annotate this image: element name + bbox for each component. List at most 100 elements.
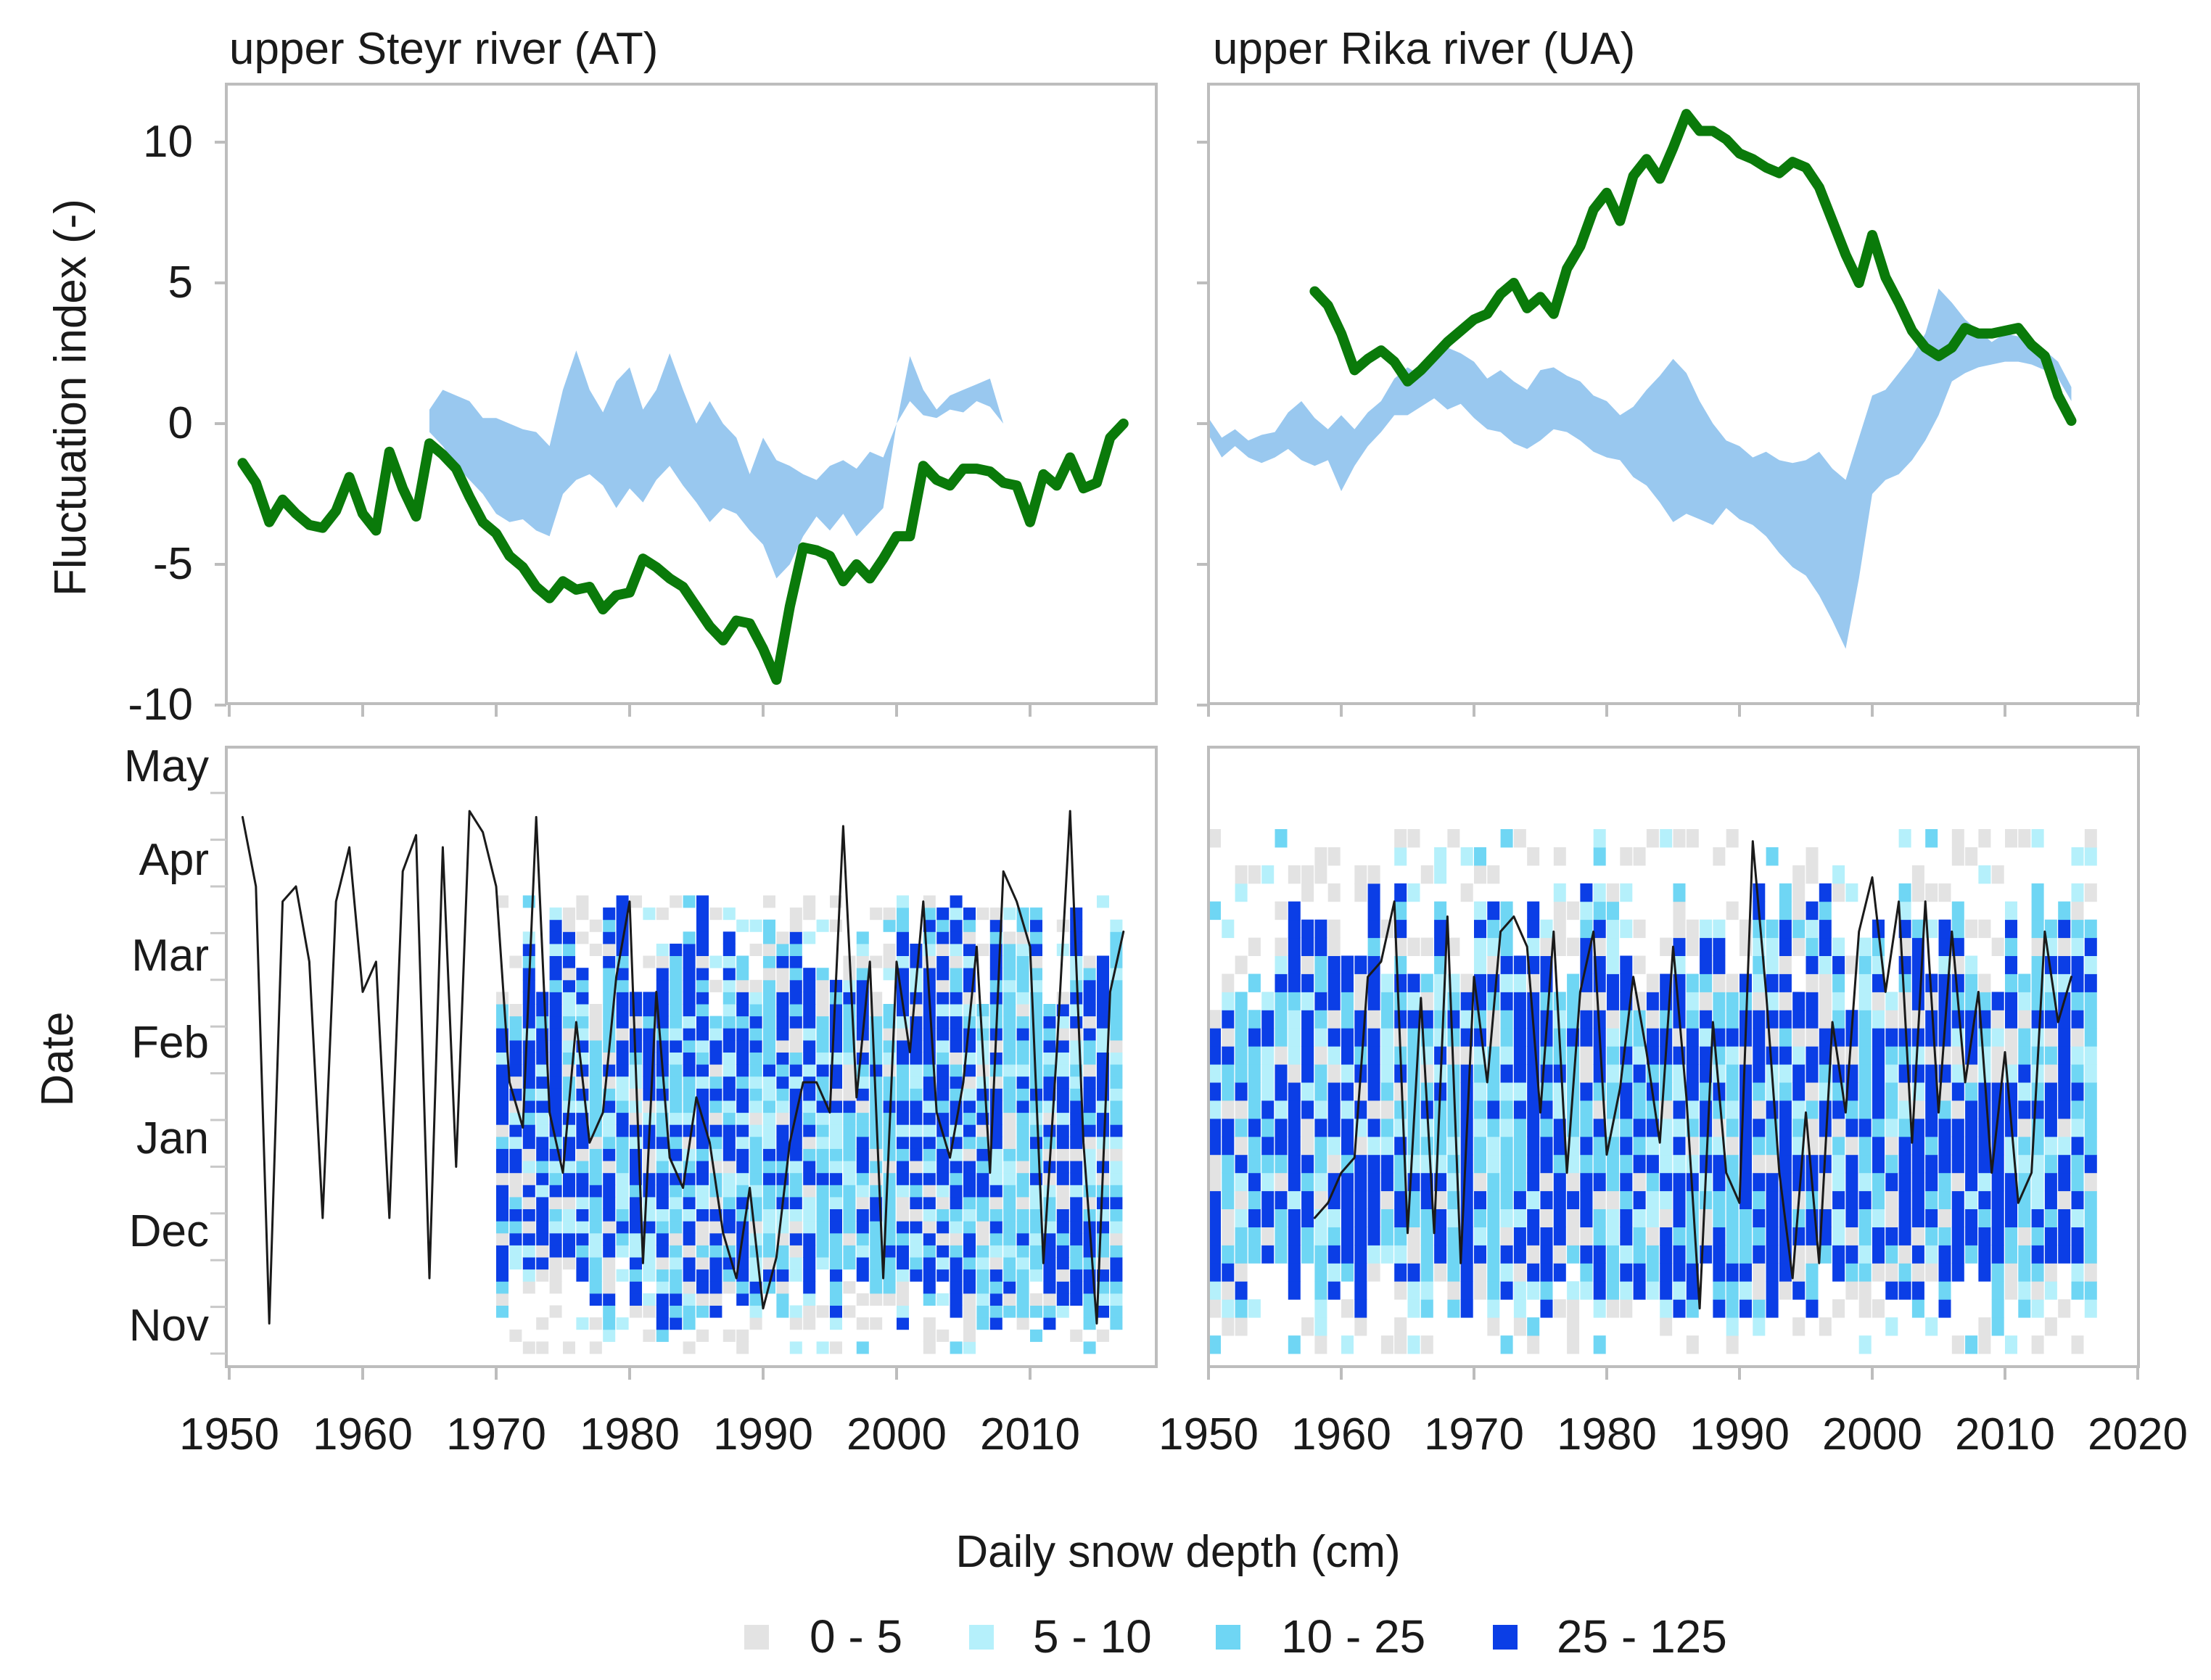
snow-depth-cell [603, 955, 616, 968]
snow-depth-cell [1700, 919, 1713, 939]
snow-depth-cell [1327, 1100, 1341, 1119]
snow-depth-cell [1806, 901, 1819, 921]
snow-depth-cell [950, 1161, 963, 1174]
snow-depth-cell [1394, 1317, 1407, 1336]
snow-depth-cell [1513, 829, 1526, 848]
snow-depth-cell [1003, 1245, 1016, 1258]
snow-depth-cell [1646, 1136, 1659, 1156]
snow-depth-cell [1030, 1028, 1042, 1041]
snow-depth-cell [736, 1028, 749, 1041]
snow-depth-cell [1567, 1172, 1580, 1192]
snow-depth-cell [522, 1232, 535, 1245]
snow-depth-cell [1301, 937, 1314, 956]
snow-depth-cell [509, 1329, 522, 1342]
snow-depth-cell [1030, 1148, 1042, 1161]
snow-depth-cell [1858, 1136, 1872, 1156]
snow-depth-cell [1097, 1088, 1109, 1101]
snow-depth-cell [870, 955, 883, 968]
snow-depth-cell [496, 1269, 509, 1282]
snow-depth-cell [1110, 1136, 1123, 1149]
snow-depth-cell [963, 1028, 976, 1041]
snow-depth-cell [1367, 1118, 1380, 1137]
snow-depth-cell [1474, 1172, 1486, 1192]
snow-depth-cell [603, 1269, 616, 1282]
snow-depth-cell [576, 1148, 589, 1161]
snow-depth-cell [1819, 1190, 1832, 1209]
snow-depth-cell [816, 1148, 829, 1161]
snow-depth-cell [1580, 1028, 1593, 1047]
snow-depth-cell [549, 1208, 562, 1222]
snow-depth-cell [616, 1148, 629, 1161]
snow-depth-cell [2044, 919, 2057, 939]
snow-depth-cell [1097, 1004, 1109, 1017]
snow-depth-cell [509, 1124, 522, 1137]
snow-depth-cell [1580, 1136, 1593, 1156]
snow-depth-cell [1938, 992, 1951, 1010]
snow-depth-cell [830, 1257, 842, 1270]
snow-depth-cell [1327, 1064, 1341, 1083]
snow-depth-cell [1380, 1172, 1393, 1192]
snow-depth-cell [1434, 1118, 1447, 1137]
snow-depth-cell [1394, 1263, 1407, 1282]
snow-depth-cell [522, 1148, 535, 1161]
snow-depth-cell [1487, 1154, 1500, 1174]
snow-depth-cell [749, 1221, 762, 1234]
snow-depth-cell [1420, 1281, 1433, 1300]
snow-depth-cell [603, 1196, 616, 1209]
snow-depth-cell [1248, 1154, 1261, 1174]
snow-depth-cell [616, 907, 629, 921]
snow-depth-cell [1222, 1064, 1235, 1083]
snow-depth-cell [2071, 1227, 2084, 1245]
snow-depth-cell [763, 1196, 775, 1209]
snow-depth-cell [1726, 1118, 1739, 1137]
snow-depth-cell [897, 1317, 909, 1330]
snow-depth-cell [976, 1196, 989, 1209]
snow-depth-cell [536, 1088, 549, 1101]
snow-depth-cell [1925, 1010, 1938, 1029]
snow-depth-cell [1016, 1281, 1029, 1294]
snow-depth-cell [616, 979, 629, 992]
snow-depth-cell [1500, 1028, 1513, 1047]
snow-depth-cell [1030, 1196, 1042, 1209]
snow-depth-cell [616, 1185, 629, 1198]
snow-depth-cell [897, 1245, 909, 1258]
snow-depth-cell [883, 1281, 896, 1294]
snow-depth-cell [1593, 901, 1606, 921]
snow-depth-cell [816, 919, 829, 932]
snow-depth-cell [856, 1196, 869, 1209]
snow-depth-cell [722, 1064, 736, 1077]
snow-depth-cell [509, 1076, 522, 1089]
snow-depth-cell [870, 1208, 883, 1222]
snow-depth-cell [1885, 1136, 1898, 1156]
snow-depth-cell [803, 1052, 816, 1065]
snow-depth-cell [856, 979, 869, 992]
snow-depth-cell [1593, 1172, 1606, 1192]
snow-depth-cell [1056, 1232, 1069, 1245]
snow-depth-cell [643, 1221, 656, 1234]
snow-depth-cell [709, 979, 722, 992]
snow-depth-cell [2031, 955, 2044, 974]
snow-depth-cell [630, 1028, 642, 1041]
snow-depth-cell [1527, 937, 1540, 956]
snow-depth-cell [643, 1076, 656, 1089]
snow-depth-cell [1500, 955, 1513, 974]
frame-top-right [1207, 83, 2140, 705]
snow-depth-cell [563, 1112, 575, 1125]
snow-depth-cell [1885, 1227, 1898, 1245]
snow-depth-cell [1660, 1208, 1673, 1227]
snow-depth-cell [1056, 1208, 1069, 1222]
snow-depth-cell [1872, 1046, 1885, 1065]
snow-depth-cell [1938, 1082, 1951, 1101]
snow-depth-cell [936, 1064, 950, 1077]
snow-depth-cell [1951, 1172, 1964, 1192]
snow-depth-cell [830, 1004, 842, 1017]
snow-depth-cell [522, 1004, 535, 1017]
snow-depth-cell [630, 1016, 642, 1029]
snow-depth-cell [1633, 1245, 1646, 1264]
snow-depth-cell [656, 1269, 669, 1282]
snow-depth-cell [1460, 1082, 1473, 1101]
snow-depth-cell [936, 1208, 950, 1222]
snow-depth-cell [1261, 1245, 1275, 1264]
snow-depth-cell [1043, 1281, 1056, 1294]
snow-depth-cell [936, 1329, 950, 1342]
